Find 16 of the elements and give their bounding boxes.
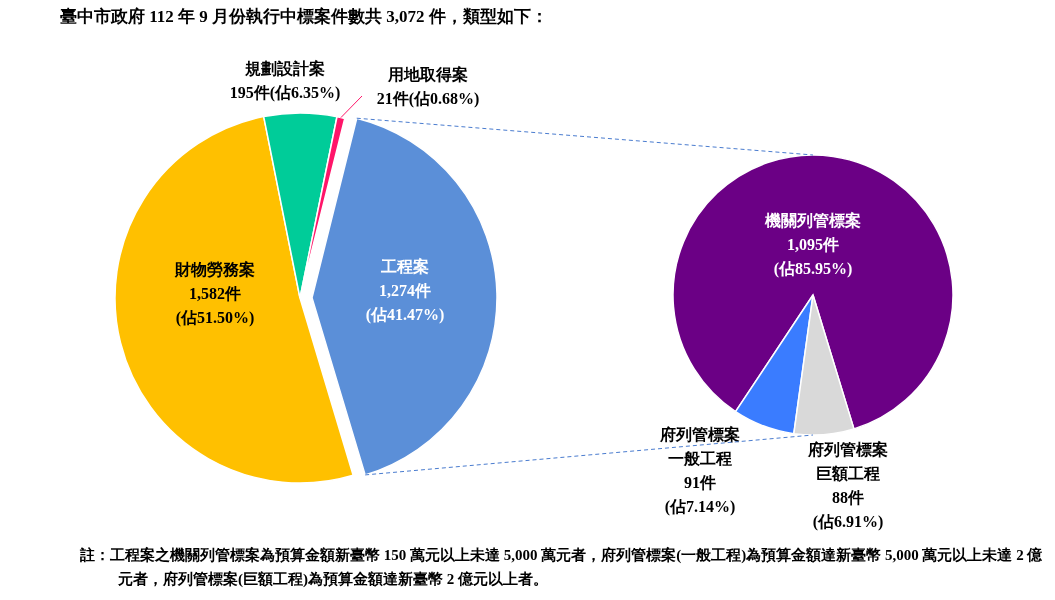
data-label: 1,095件 (佔85.95%) — [773, 236, 853, 278]
data-label: 21件(佔0.68%) — [376, 90, 480, 108]
slice-label: 工程案 — [380, 257, 429, 275]
data-label: 1,274件 (佔41.47%) — [365, 282, 445, 324]
text: 註：工程案之機關列管標案為預算金額新臺幣 150 萬元以上未達 5,000 萬元者，府列管標案(一般工程)為預算金額達新臺幣 5,000 萬元以上未達 2 億元者，府列管標案(巨額工程)為預算金額達新臺幣 2 億元以上者。 — [79, 546, 1044, 588]
slice-label: 規劃設計案 — [244, 59, 325, 77]
data-label: 195件(佔6.35%) — [229, 84, 341, 102]
data-label: 91件 (佔7.14%) — [664, 474, 736, 516]
slice-label: 府列管標案巨額工程 — [807, 440, 888, 483]
chart-title: 臺中市政府 112 年 9 月份執行中標案件數共 3,072 件，類型如下： — [60, 6, 548, 26]
slice-label: 用地取得案 — [387, 65, 468, 83]
slice-label: 財物勞務案 — [174, 260, 255, 278]
data-label: 1,582件 (佔51.50%) — [175, 285, 255, 327]
slice-label: 府列管標案一般工程 — [659, 425, 740, 467]
data-label: 88件 (佔6.91%) — [812, 489, 884, 531]
slice-label: 機關列管標案 — [764, 211, 861, 229]
